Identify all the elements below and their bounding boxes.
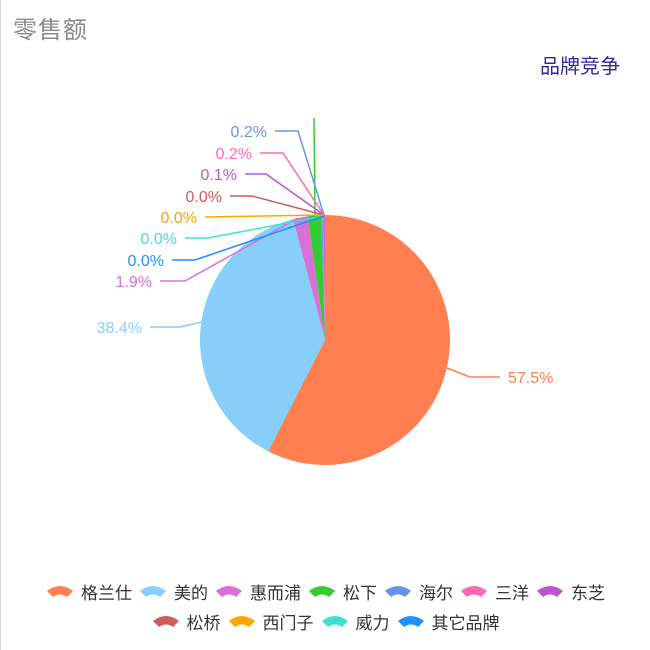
legend-label: 其它品牌 (431, 613, 500, 634)
legend-fan-icon (385, 586, 411, 597)
pie-slice-0[interactable] (268, 215, 450, 465)
leader-line-4 (275, 130, 325, 216)
legend-label: 威力 (355, 613, 390, 634)
slice-labels: 57.5% 38.4% 1.9% 0.2% 0.2% 0.1% 0.0% 0.0% 0.0% 0.… (97, 124, 554, 387)
pie-slice-4[interactable] (321, 215, 325, 340)
pie-slice-5[interactable] (322, 215, 325, 340)
leader-line-6 (245, 173, 325, 216)
legend-label: 松桥 (186, 613, 221, 634)
legend-item[interactable]: 格兰仕 (45, 579, 132, 604)
legend-label: 海尔 (419, 583, 453, 604)
slice-label-0: 57.5% (508, 370, 553, 387)
legend-item[interactable]: 海尔 (383, 579, 453, 604)
slice-label-7: 0.0% (186, 189, 222, 206)
chart-subtitle: 品牌竞争 (540, 54, 620, 78)
legend-item[interactable]: 美的 (138, 579, 208, 604)
legend-item[interactable]: 威力 (320, 609, 390, 634)
slice-label-10: 0.0% (128, 253, 164, 270)
leader-line-3 (313, 117, 316, 216)
legend-label: 惠而浦 (250, 583, 301, 604)
leader-line-1 (150, 321, 203, 328)
legend-item[interactable]: 三洋 (459, 579, 529, 604)
legend-fan-icon (309, 586, 335, 597)
pie-slice-6[interactable] (324, 215, 325, 340)
pie-slices (199, 215, 450, 465)
pie-slice-2[interactable] (293, 216, 325, 340)
legend-label: 东芝 (571, 583, 605, 604)
leader-line-5 (260, 152, 325, 216)
slice-label-4: 0.2% (231, 124, 267, 141)
legend-fan-icon (152, 616, 179, 627)
legend-fan-icon (461, 586, 487, 597)
pie-slice-1[interactable] (199, 219, 325, 452)
pie-slice-3[interactable] (307, 215, 325, 340)
legend: 格兰仕 美的 惠而浦 松下 海尔 三洋 东芝 松桥 西门子 威力 其它品牌 (0, 576, 650, 636)
leader-line-7 (230, 195, 325, 216)
legend-fan-icon (321, 616, 348, 627)
legend-fan-icon (228, 616, 255, 627)
legend-item[interactable]: 其它品牌 (396, 609, 500, 634)
legend-row-1: 格兰仕 美的 惠而浦 松下 海尔 三洋 东芝 (0, 576, 650, 606)
legend-fan-icon (216, 586, 242, 597)
slice-label-9: 0.0% (141, 231, 177, 248)
legend-item[interactable]: 松下 (307, 579, 377, 604)
legend-fan-icon (47, 586, 73, 597)
legend-item[interactable]: 松桥 (151, 609, 221, 634)
legend-label: 西门子 (262, 613, 314, 634)
label-leaders (150, 117, 500, 378)
slice-label-1: 38.4% (97, 320, 142, 337)
chart-title: 零售额 (13, 16, 88, 44)
leader-line-0 (446, 367, 500, 378)
legend-label: 格兰仕 (81, 583, 132, 604)
legend-label: 三洋 (495, 583, 529, 604)
leader-line-10 (172, 215, 325, 261)
legend-fan-icon (537, 586, 563, 597)
leader-line-2 (160, 217, 299, 282)
legend-fan-icon (140, 586, 166, 597)
legend-label: 松下 (343, 583, 377, 604)
leader-line-9 (185, 215, 325, 239)
slice-label-6: 0.1% (201, 167, 237, 184)
slice-label-2: 1.9% (116, 274, 152, 291)
slice-label-8: 0.0% (161, 210, 197, 227)
leader-line-8 (204, 214, 325, 218)
legend-label: 美的 (174, 583, 208, 604)
legend-item[interactable]: 西门子 (227, 609, 314, 634)
legend-item[interactable]: 惠而浦 (214, 579, 301, 604)
slice-label-5: 0.2% (216, 146, 252, 163)
legend-item[interactable]: 东芝 (535, 579, 605, 604)
legend-fan-icon (397, 616, 424, 627)
legend-row-2: 松桥 西门子 威力 其它品牌 (0, 606, 650, 636)
